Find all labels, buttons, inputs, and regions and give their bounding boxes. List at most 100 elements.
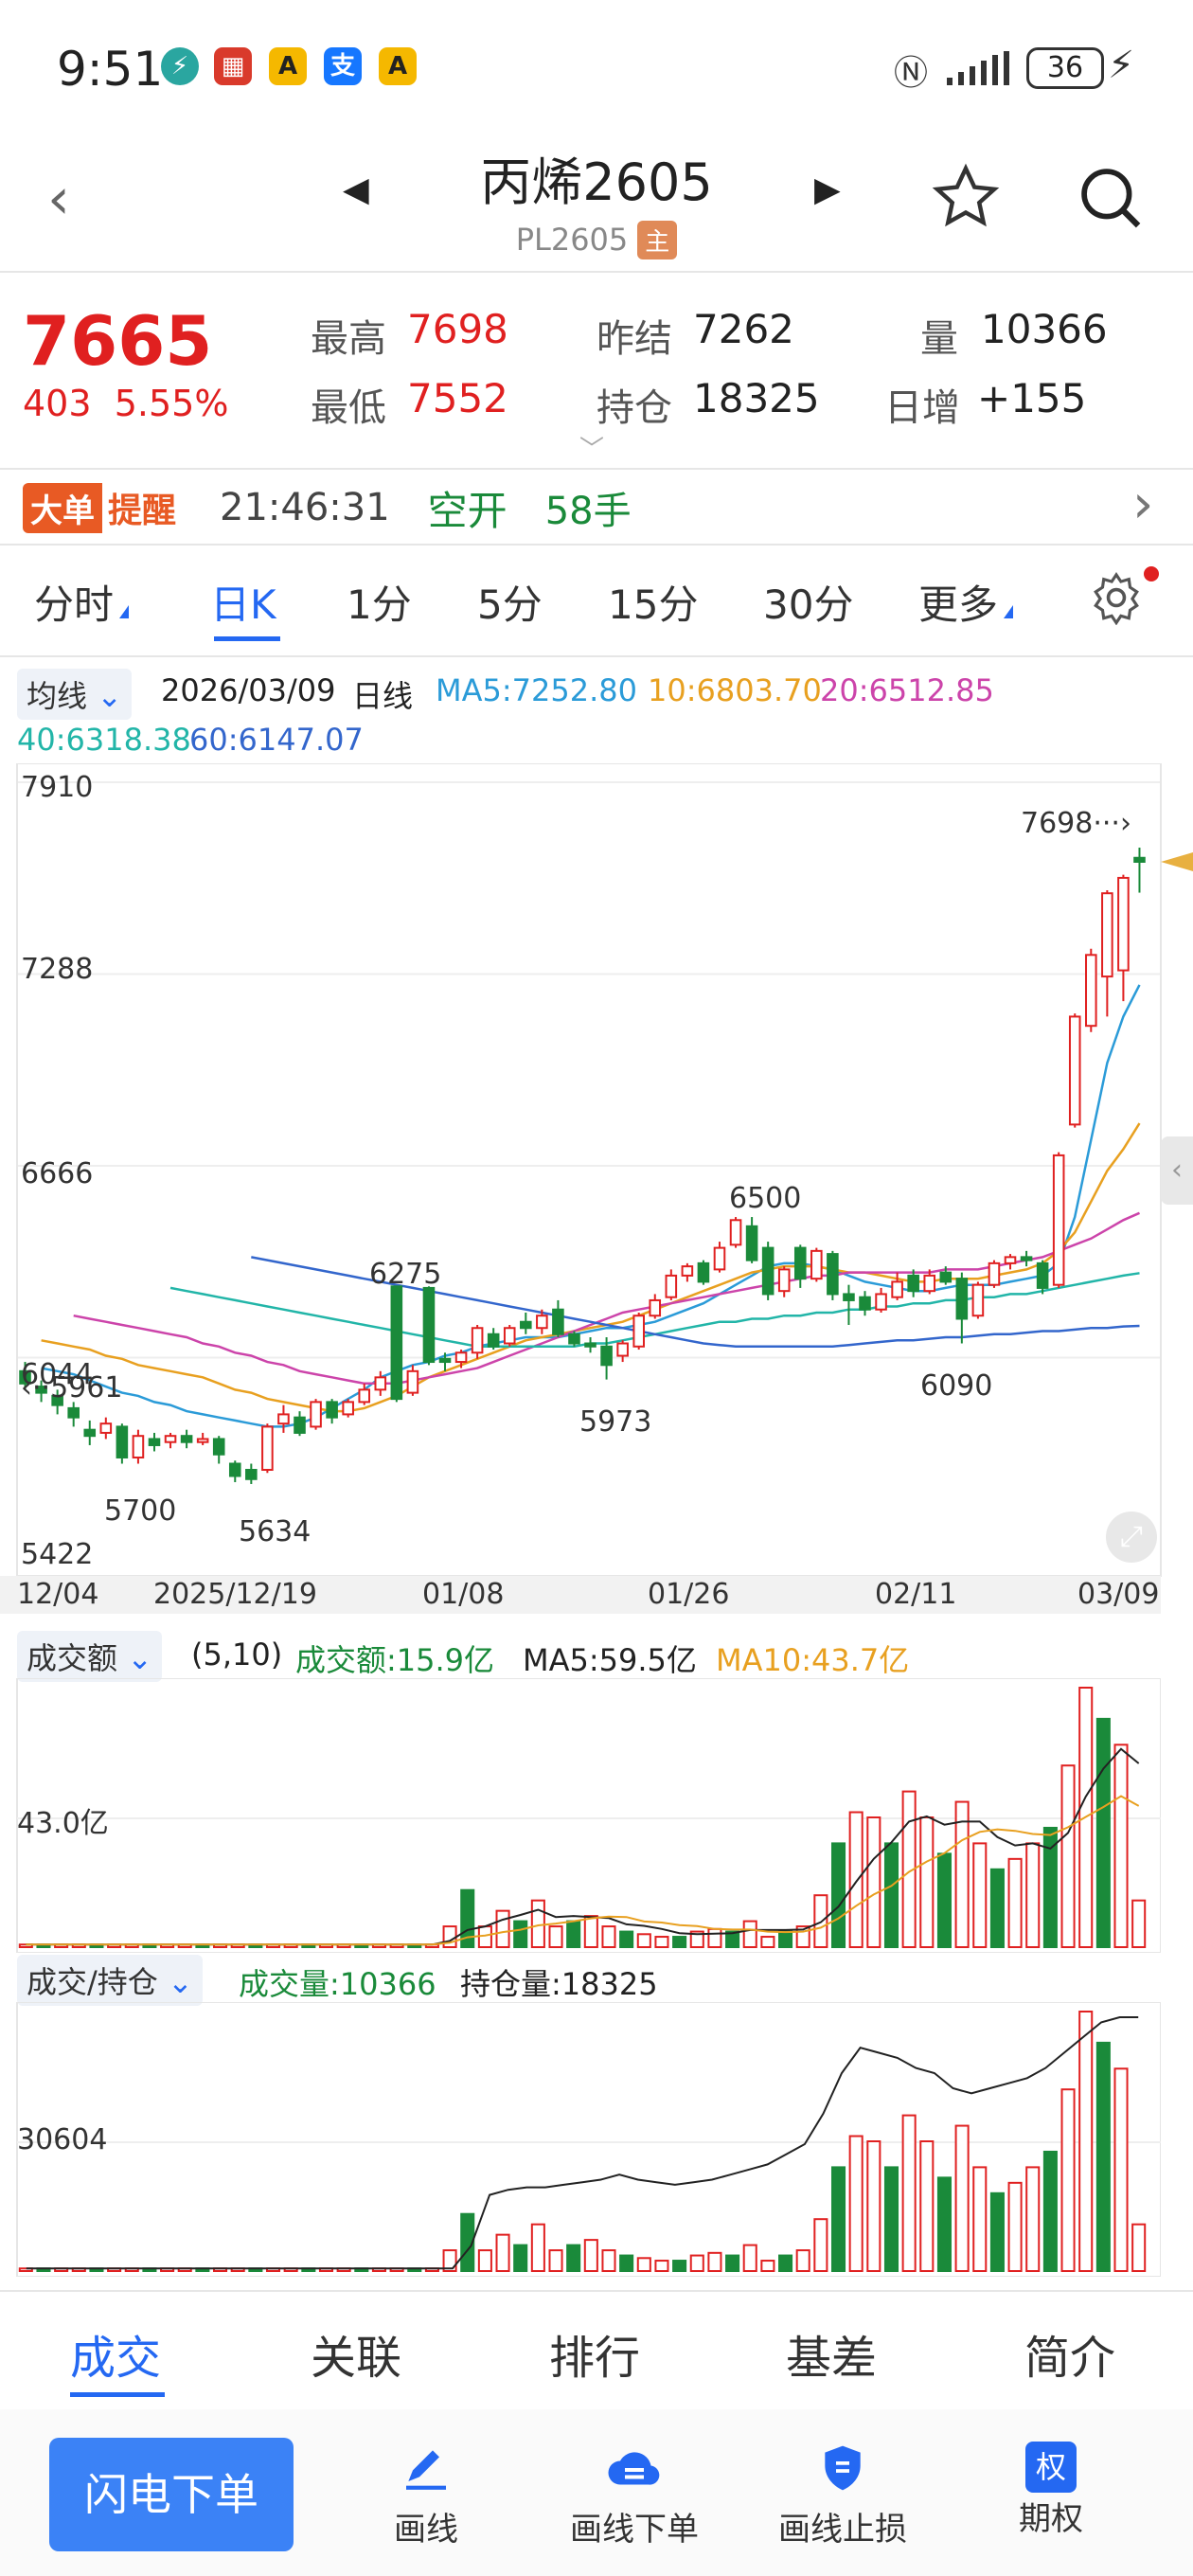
- candle-body: [471, 1327, 484, 1354]
- annotation-6275: 6275: [369, 1258, 442, 1291]
- amount-bar: [830, 1842, 846, 1948]
- tab-daily-k[interactable]: 日K: [210, 573, 280, 641]
- bottom-tab-ranking[interactable]: 排行: [549, 2332, 641, 2385]
- block-order-alert[interactable]: 大单 提醒 21:46:31 空开 58手: [23, 481, 632, 534]
- volume-bar: [1060, 2088, 1076, 2272]
- prev-contract-icon[interactable]: ◀: [343, 170, 369, 209]
- annotation-6500: 6500: [729, 1182, 802, 1215]
- tab-timeshare[interactable]: 分时: [34, 573, 130, 631]
- amount-bar: [1131, 1899, 1147, 1948]
- bottom-tab-basis[interactable]: 基差: [786, 2332, 878, 2385]
- search-icon[interactable]: [1074, 161, 1146, 233]
- tab-30min[interactable]: 30分: [763, 581, 854, 628]
- candle-body: [212, 1438, 225, 1456]
- amount-bar: [1025, 1842, 1041, 1948]
- candle-body: [342, 1401, 354, 1416]
- candle-body: [971, 1283, 985, 1317]
- date-label-5: 02/11: [875, 1578, 957, 1611]
- nav-draw-stop[interactable]: 画线止损: [739, 2442, 947, 2549]
- annotation-6090: 6090: [920, 1369, 993, 1403]
- amount-selector[interactable]: 成交额 ⌄: [17, 1631, 162, 1682]
- candle-body: [148, 1438, 161, 1446]
- candle-body: [1004, 1256, 1017, 1264]
- open-interest-value: 18325: [693, 375, 820, 421]
- amount-bar: [760, 1936, 775, 1949]
- daily-increase-value: +155: [977, 375, 1087, 421]
- tab-daily-k-label: 日K: [210, 581, 276, 628]
- bottom-tab-trades[interactable]: 成交: [70, 2320, 165, 2397]
- tab-more[interactable]: 更多: [918, 573, 1014, 631]
- candle-body: [843, 1293, 855, 1301]
- amount-bar: [883, 1842, 899, 1948]
- candle-body: [923, 1274, 936, 1293]
- low-label: 最低: [311, 386, 386, 430]
- nav-draw-stop-label: 画线止损: [778, 2511, 907, 2549]
- amount-bar: [530, 1899, 545, 1948]
- tab-15min[interactable]: 15分: [608, 581, 699, 628]
- tab-more-label: 更多: [918, 581, 999, 628]
- candle-body: [827, 1253, 839, 1296]
- amount-bar: [1007, 1857, 1023, 1948]
- nav-draw-order[interactable]: 画线下单: [530, 2442, 739, 2549]
- star-icon[interactable]: [930, 161, 1002, 233]
- tab-5min[interactable]: 5分: [477, 581, 543, 628]
- amount-value: 成交额:15.9亿: [295, 1642, 495, 1678]
- date-label-4: 01/26: [648, 1578, 730, 1611]
- amount-bar: [972, 1842, 988, 1948]
- candle-body: [745, 1225, 758, 1261]
- candle-body: [713, 1246, 726, 1271]
- expand-chevron-icon[interactable]: ﹀: [579, 436, 605, 464]
- volume-bar: [566, 2244, 581, 2273]
- volume-bar: [1131, 2223, 1147, 2272]
- tab-1min[interactable]: 1分: [347, 581, 412, 628]
- alert-chevron-icon[interactable]: ›: [1132, 474, 1154, 535]
- bottom-tab-profile[interactable]: 简介: [1024, 2332, 1116, 2385]
- app-icon-red: ▦: [214, 47, 252, 85]
- next-contract-icon[interactable]: ▶: [814, 170, 841, 209]
- amount-ma5: MA5:59.5亿: [523, 1642, 697, 1678]
- candle-body: [1068, 1015, 1081, 1126]
- flash-order-button[interactable]: 闪电下单: [49, 2438, 294, 2551]
- candle-body: [67, 1406, 80, 1419]
- volume-bar: [18, 2267, 33, 2273]
- candle-body: [487, 1333, 500, 1348]
- candle-body: [51, 1394, 63, 1406]
- volume-bar: [513, 2244, 528, 2273]
- candle-body: [422, 1286, 436, 1364]
- nav-draw-line[interactable]: 画线: [322, 2442, 530, 2549]
- open-interest-line: [26, 2016, 1139, 2270]
- volume-bar: [672, 2260, 687, 2273]
- ma5-value: MA5:7252.80: [436, 672, 637, 708]
- y-axis-label-1: 7910: [21, 771, 94, 804]
- annotation-5700: 5700: [104, 1494, 177, 1528]
- amount-bar: [866, 1816, 881, 1948]
- volume-bar: [583, 2239, 598, 2272]
- volume-bar: [636, 2257, 651, 2272]
- amount-bar: [566, 1920, 581, 1949]
- bottom-tab-related[interactable]: 关联: [311, 2332, 402, 2385]
- amount-bar: [742, 1920, 757, 1949]
- candle-body: [777, 1268, 791, 1293]
- candle-body: [374, 1376, 387, 1391]
- vol-oi-selector[interactable]: 成交/持仓 ⌄: [17, 1955, 203, 2006]
- ma-selector[interactable]: 均线 ⌄: [17, 669, 132, 720]
- amount-ma5-line: [26, 1747, 1140, 1946]
- back-icon[interactable]: ‹: [47, 166, 70, 232]
- prev-settle-label: 昨结: [596, 317, 672, 361]
- candle-body: [1020, 1256, 1033, 1261]
- settings-gear-icon[interactable]: [1089, 570, 1144, 625]
- candle-body: [438, 1357, 452, 1364]
- amount-bar: [848, 1811, 864, 1948]
- candle-body: [164, 1435, 177, 1443]
- candle-body: [454, 1351, 468, 1364]
- chart-frame: [16, 763, 1162, 1577]
- ma60-value: 60:6147.07: [189, 722, 364, 758]
- candlestick-chart[interactable]: [0, 763, 1193, 1578]
- chevron-down-icon: ⌄: [97, 678, 122, 714]
- side-panel-handle-icon[interactable]: ‹: [1161, 1136, 1193, 1205]
- panel-frame: [16, 1678, 1161, 1953]
- candle-body: [1133, 856, 1146, 863]
- fullscreen-icon[interactable]: ⤢: [1106, 1512, 1157, 1563]
- nav-options[interactable]: 权 期权: [947, 2442, 1155, 2539]
- page-title: 丙烯2605: [480, 152, 713, 212]
